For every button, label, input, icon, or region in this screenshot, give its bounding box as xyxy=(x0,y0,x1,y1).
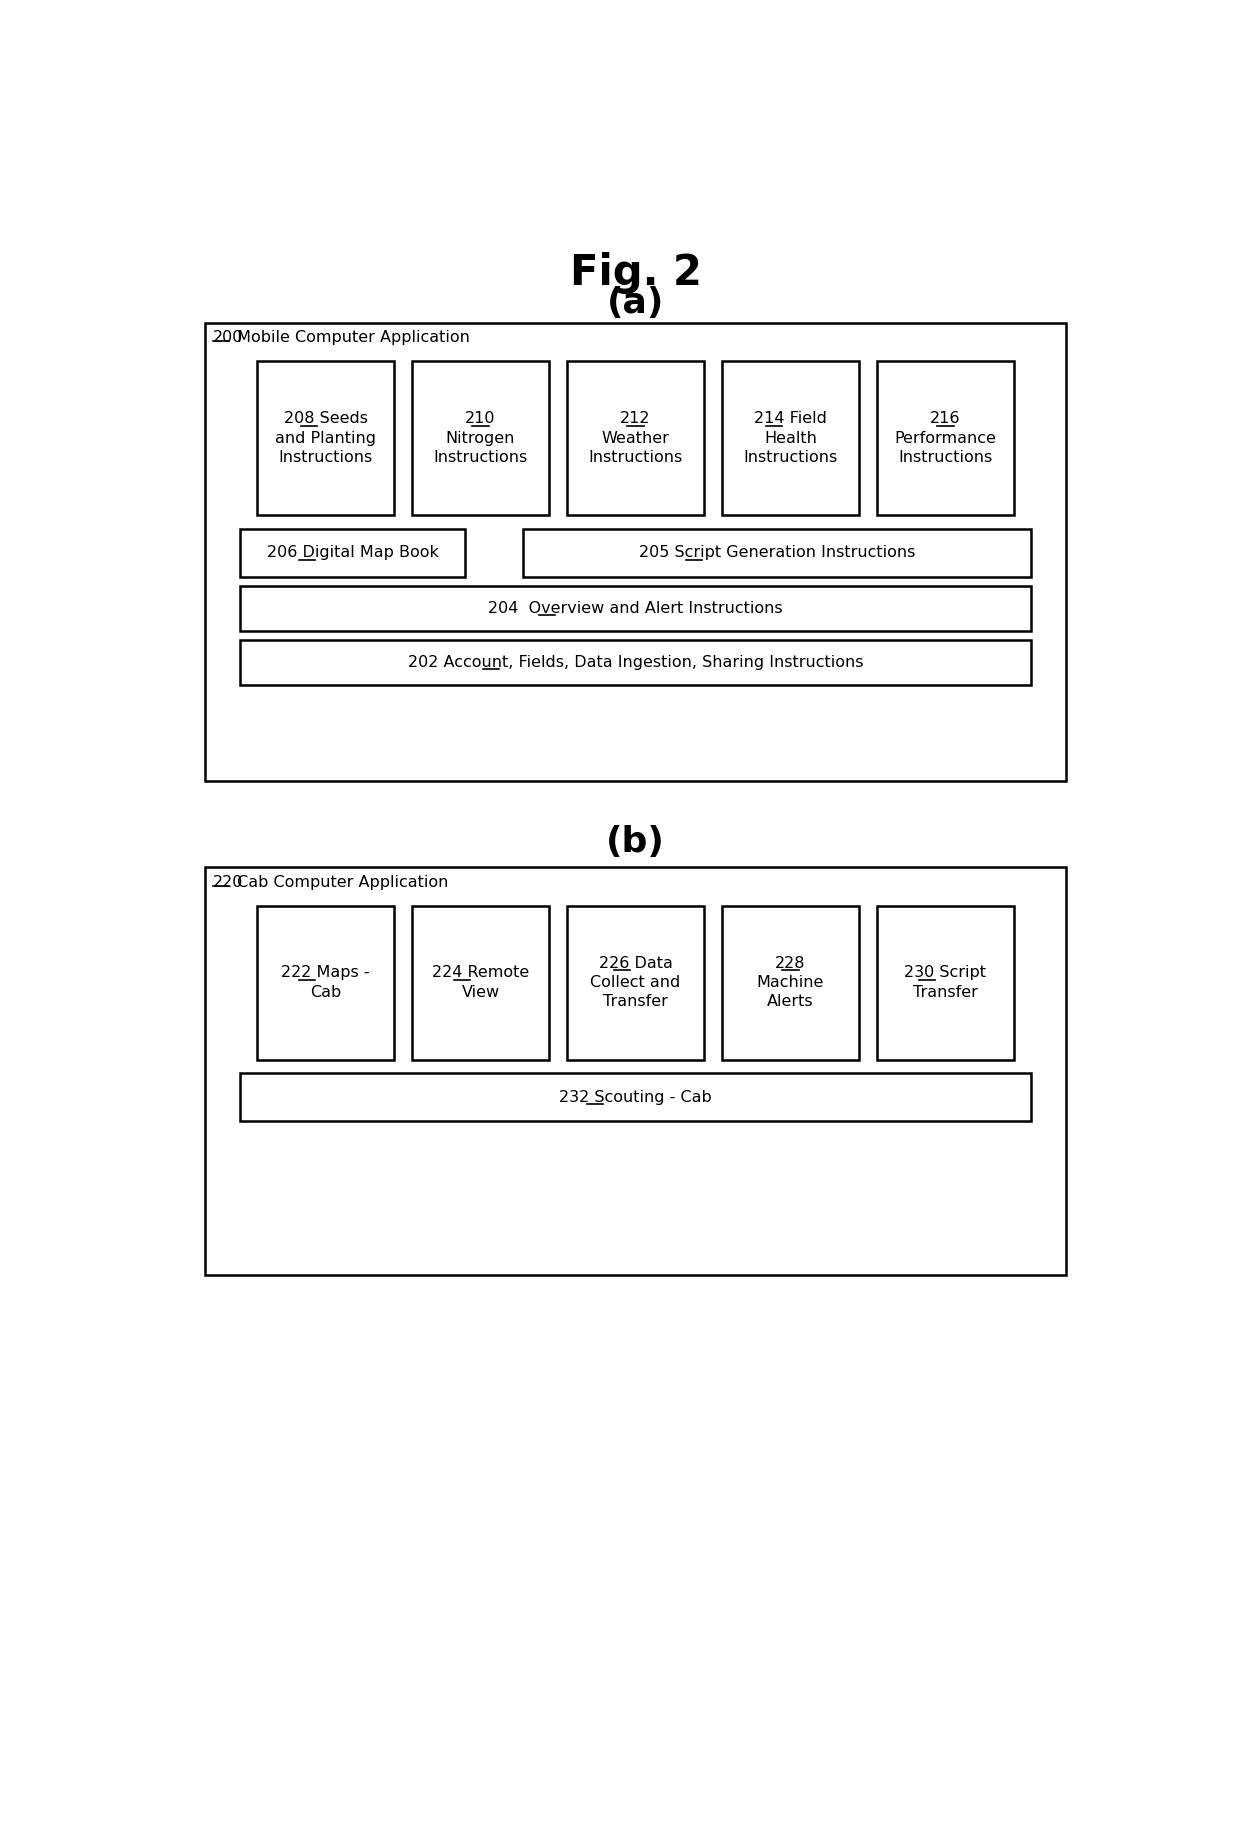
Text: Instructions: Instructions xyxy=(278,450,373,465)
Bar xyxy=(722,362,859,516)
Bar xyxy=(523,529,1030,577)
Text: 214 Field: 214 Field xyxy=(754,411,827,426)
Text: and Planting: and Planting xyxy=(275,431,376,446)
Text: 230 Script: 230 Script xyxy=(904,966,987,980)
Text: Instructions: Instructions xyxy=(743,450,838,465)
Bar xyxy=(257,905,394,1059)
Bar xyxy=(412,905,549,1059)
Text: Cab: Cab xyxy=(310,984,341,1001)
Text: Collect and: Collect and xyxy=(590,975,681,990)
Bar xyxy=(567,362,704,516)
Bar xyxy=(206,323,1065,780)
Text: 220: 220 xyxy=(213,874,243,890)
Text: 222 Maps -: 222 Maps - xyxy=(281,966,370,980)
Text: Nitrogen: Nitrogen xyxy=(446,431,515,446)
Bar xyxy=(206,867,1065,1276)
Text: 208 Seeds: 208 Seeds xyxy=(284,411,367,426)
Text: Health: Health xyxy=(764,431,817,446)
Text: Instructions: Instructions xyxy=(588,450,683,465)
Text: Instructions: Instructions xyxy=(898,450,993,465)
Text: Performance: Performance xyxy=(894,431,997,446)
Text: Cab Computer Application: Cab Computer Application xyxy=(232,874,448,890)
Text: 204  Overview and Alert Instructions: 204 Overview and Alert Instructions xyxy=(489,600,782,615)
Text: 224 Remote: 224 Remote xyxy=(432,966,529,980)
Text: 205 Script Generation Instructions: 205 Script Generation Instructions xyxy=(639,545,915,560)
Text: 202 Account, Fields, Data Ingestion, Sharing Instructions: 202 Account, Fields, Data Ingestion, Sha… xyxy=(408,655,863,670)
Text: Weather: Weather xyxy=(601,431,670,446)
Bar xyxy=(722,905,859,1059)
Text: 200: 200 xyxy=(213,330,243,345)
Text: Mobile Computer Application: Mobile Computer Application xyxy=(232,330,470,345)
Text: 210: 210 xyxy=(465,411,496,426)
Text: 206 Digital Map Book: 206 Digital Map Book xyxy=(267,545,439,560)
Bar xyxy=(877,905,1014,1059)
Text: (b): (b) xyxy=(606,826,665,859)
Text: 226 Data: 226 Data xyxy=(599,957,672,971)
Text: (a): (a) xyxy=(606,286,665,321)
Bar xyxy=(241,641,1030,685)
Bar xyxy=(241,1074,1030,1122)
Text: Alerts: Alerts xyxy=(768,995,813,1010)
Text: Machine: Machine xyxy=(756,975,825,990)
Text: 232 Scouting - Cab: 232 Scouting - Cab xyxy=(559,1091,712,1105)
Bar xyxy=(241,529,465,577)
Text: 216: 216 xyxy=(930,411,961,426)
Bar xyxy=(241,586,1030,632)
Bar xyxy=(257,362,394,516)
Text: Transfer: Transfer xyxy=(913,984,978,1001)
Bar xyxy=(877,362,1014,516)
Text: 212: 212 xyxy=(620,411,651,426)
Text: View: View xyxy=(461,984,500,1001)
Bar xyxy=(567,905,704,1059)
Text: Fig. 2: Fig. 2 xyxy=(569,252,702,294)
Text: Transfer: Transfer xyxy=(603,995,668,1010)
Bar xyxy=(412,362,549,516)
Text: Instructions: Instructions xyxy=(433,450,528,465)
Text: 228: 228 xyxy=(775,957,806,971)
